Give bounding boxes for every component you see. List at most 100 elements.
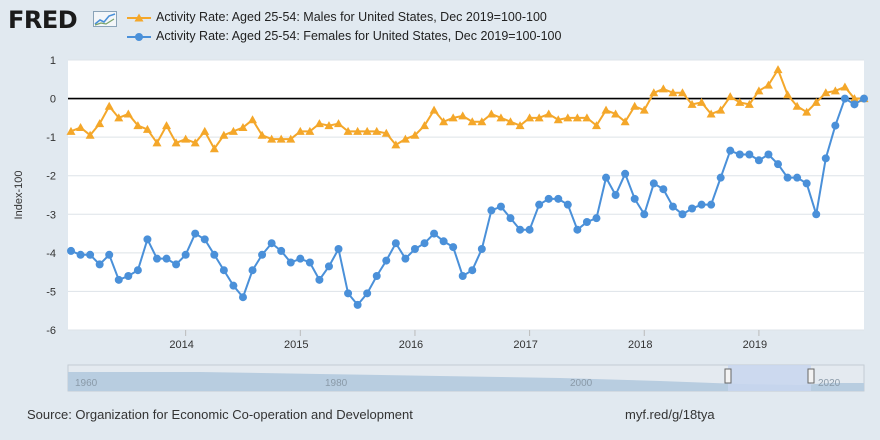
data-point-males (582, 113, 592, 122)
data-point-females (487, 206, 496, 215)
data-point-females (133, 266, 142, 275)
data-point-males (257, 130, 267, 139)
navigator-handle[interactable] (724, 368, 732, 384)
data-point-males (706, 109, 716, 118)
data-point-females (611, 191, 620, 199)
data-point-females (582, 218, 591, 226)
data-point-females (716, 173, 725, 182)
data-point-females (200, 235, 209, 244)
navigator-handle[interactable] (807, 368, 815, 384)
data-point-females (688, 204, 697, 213)
data-point-females (573, 225, 582, 234)
data-point-males (697, 97, 707, 106)
data-point-males (400, 134, 410, 143)
data-point-males (286, 134, 296, 143)
data-point-males (534, 113, 544, 122)
data-point-males (295, 126, 305, 135)
data-point-males (458, 111, 468, 120)
data-point-males (802, 107, 812, 116)
data-point-females (296, 254, 305, 263)
data-point-females (668, 202, 677, 211)
data-point-males (381, 128, 391, 137)
data-point-males (725, 92, 735, 101)
data-point-females (754, 156, 763, 165)
data-point-females (334, 245, 343, 253)
data-point-males (544, 109, 554, 118)
data-point-females (382, 256, 391, 265)
data-point-females (210, 250, 219, 259)
data-point-males (754, 86, 764, 95)
data-point-females (812, 210, 821, 219)
data-point-males (553, 115, 563, 124)
x-tick-label: 2019 (743, 339, 767, 351)
data-point-females (258, 250, 267, 259)
fred-logo[interactable]: FRED (8, 6, 78, 34)
plot-area (68, 60, 864, 330)
data-point-males (477, 117, 487, 126)
range-navigator: 1960 1980 2000 2020 (67, 364, 865, 392)
data-point-females (191, 229, 200, 238)
data-point-males (448, 113, 458, 122)
data-point-males (716, 105, 726, 114)
data-point-females (602, 173, 611, 182)
legend-swatch-males (127, 13, 151, 22)
data-point-females (774, 160, 783, 169)
data-point-females (516, 225, 525, 234)
chart-trend-icon (93, 11, 117, 27)
y-tick-label: -1 (46, 132, 56, 144)
data-point-males (353, 126, 363, 135)
data-point-females (363, 289, 372, 298)
x-tick-label: 2018 (628, 339, 652, 351)
data-point-females (860, 94, 868, 103)
data-point-males (611, 109, 621, 118)
data-point-females (152, 254, 161, 263)
data-point-females (324, 262, 333, 271)
x-tick-label: 2017 (513, 339, 537, 351)
navigator-tick-label: 1960 (75, 378, 98, 389)
legend-item-females[interactable]: Activity Rate: Aged 25-54: Females for U… (126, 27, 561, 46)
x-tick-label: 2014 (169, 339, 193, 351)
data-point-males (649, 88, 659, 97)
source-note: Source: Organization for Economic Co-ope… (27, 407, 413, 422)
data-point-females (554, 194, 563, 203)
data-point-females (277, 246, 286, 255)
data-point-males (505, 117, 515, 126)
data-point-males (181, 134, 191, 143)
data-point-males (735, 97, 745, 106)
short-url-link[interactable]: myf.red/g/18tya (625, 407, 715, 422)
data-point-females (238, 293, 247, 302)
y-tick-label: -2 (46, 171, 56, 183)
data-point-males (840, 82, 850, 91)
data-point-females (458, 272, 467, 280)
data-point-males (95, 119, 105, 128)
legend-label-females: Activity Rate: Aged 25-54: Females for U… (156, 29, 562, 43)
data-point-males (219, 130, 229, 139)
data-point-females (840, 94, 849, 103)
data-point-males (152, 138, 162, 147)
data-point-females (391, 239, 400, 248)
data-point-males (849, 94, 859, 103)
y-axis-title: Index-100 (13, 171, 25, 220)
data-point-females (162, 254, 171, 263)
data-point-females (563, 200, 572, 209)
y-tick-label: 0 (50, 94, 56, 106)
data-point-males (343, 126, 353, 135)
legend-item-males[interactable]: Activity Rate: Aged 25-54: Males for Uni… (126, 8, 561, 27)
data-point-females (468, 266, 477, 275)
data-point-females (286, 258, 295, 267)
data-point-females (181, 250, 190, 259)
data-point-females (267, 239, 276, 248)
data-point-females (592, 214, 601, 223)
data-point-females (372, 272, 381, 280)
data-point-females (86, 250, 95, 259)
data-point-males (305, 126, 315, 135)
data-point-males (190, 138, 200, 147)
data-point-males (763, 80, 773, 89)
data-point-females (678, 210, 687, 219)
data-point-males (142, 124, 152, 133)
navigator-selection (728, 365, 811, 391)
data-point-females (621, 169, 630, 178)
y-tick-label: -5 (46, 286, 56, 298)
data-point-females (496, 202, 505, 211)
